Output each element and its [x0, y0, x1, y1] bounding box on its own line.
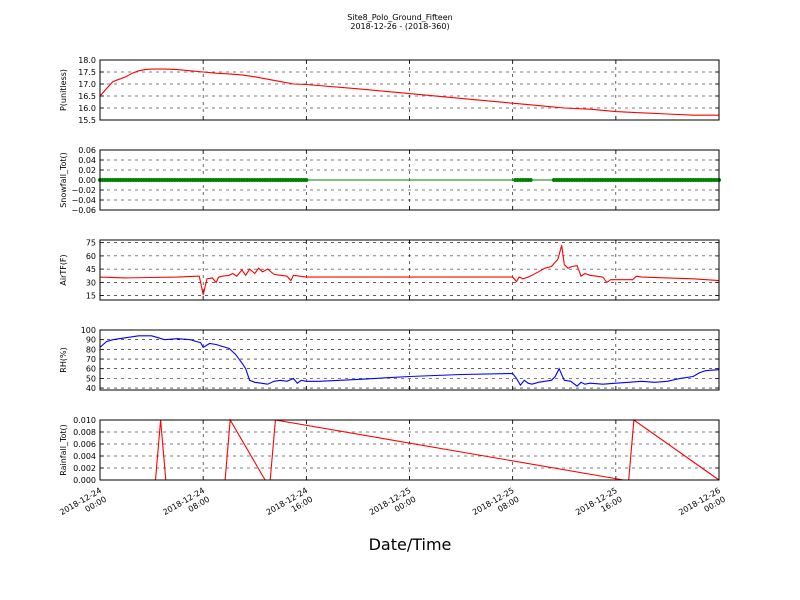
y-tick-label: 17.5	[78, 68, 96, 77]
y-tick-label: 0.06	[78, 146, 96, 155]
y-tick-label: 0.008	[73, 428, 96, 437]
y-tick-label: 60	[86, 252, 96, 261]
series-line	[99, 335, 720, 387]
y-tick-label: 15	[86, 292, 96, 301]
plot-frame	[99, 239, 720, 301]
y-tick-label: 30	[86, 278, 96, 287]
y-tick-label: 0.006	[73, 440, 96, 449]
figure-subtitle: 2018-12-26 - (2018-360)	[350, 22, 449, 31]
y-axis-label: Rainfall_Tot()	[59, 424, 68, 476]
panel-1: 15.5 16.0 16.5 17.0 17.5 18.0 P(unitless)	[59, 56, 720, 125]
plot-frame	[99, 59, 720, 121]
panel-2: −0.06−0.04−0.020.000.020.040.06 Snowfall_…	[59, 146, 721, 215]
plot-frame	[99, 419, 720, 481]
y-tick-label: 90	[86, 336, 96, 345]
y-tick-label: 0.010	[73, 416, 96, 425]
y-tick-label: 0.02	[78, 166, 96, 175]
panel-5: 0.000 0.002 0.004 0.006 0.008 0.010 Rainfall_T…	[59, 416, 720, 485]
y-tick-label: −0.04	[71, 196, 96, 205]
y-tick-label: 18.0	[78, 56, 96, 65]
y-tick-label: 70	[86, 355, 96, 364]
series-line	[99, 68, 719, 116]
panels: 15.5 16.0 16.5 17.0 17.5 18.0 P(unitless) −0.06…	[59, 56, 721, 485]
series-line	[99, 245, 720, 295]
y-tick-label: 0.00	[78, 176, 96, 185]
y-tick-label: −0.02	[71, 186, 96, 195]
y-tick-label: 75	[86, 239, 96, 248]
y-axis-label: P(unitless)	[59, 69, 68, 111]
y-tick-label: 16.0	[78, 104, 96, 113]
figure-title: Site8_Polo_Ground_Fifteen	[347, 13, 452, 22]
y-axis-label: AirTF(F)	[59, 254, 68, 285]
y-tick-label: 17.0	[78, 80, 96, 89]
series-marker	[304, 178, 309, 182]
y-axis-label: Snowfall_Tot()	[59, 152, 68, 208]
y-tick-label: 0.004	[73, 452, 96, 461]
panel-3: 15 30 45 60 75 AirTF(F)	[59, 239, 720, 301]
plot-frame	[99, 329, 720, 391]
y-tick-label: 40	[86, 384, 96, 393]
y-tick-label: 0.000	[73, 476, 96, 485]
y-tick-label: 16.5	[78, 92, 96, 101]
y-tick-label: 45	[86, 265, 96, 274]
y-tick-label: −0.06	[71, 206, 96, 215]
plot-frame	[99, 149, 720, 211]
series-marker	[528, 178, 533, 182]
y-tick-label: 60	[86, 365, 96, 374]
x-axis-label: Date/Time	[369, 535, 452, 554]
y-tick-label: 15.5	[78, 116, 96, 125]
y-tick-label: 0.04	[78, 156, 96, 165]
y-tick-label: 100	[81, 326, 96, 335]
y-tick-label: 50	[86, 374, 96, 383]
y-axis-label: RH(%)	[59, 347, 68, 372]
y-tick-label: 80	[86, 345, 96, 354]
y-tick-label: 0.002	[73, 464, 96, 473]
